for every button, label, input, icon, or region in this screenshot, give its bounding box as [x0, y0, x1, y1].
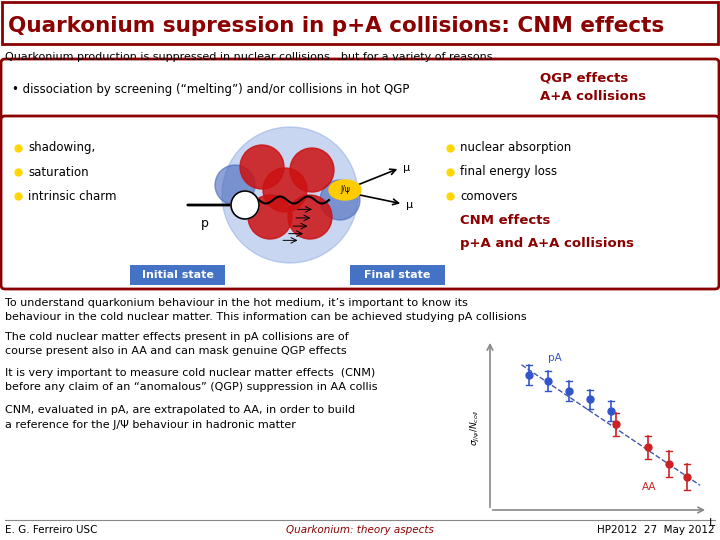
Circle shape [288, 195, 332, 239]
Text: a reference for the J/Ψ behaviour in hadronic matter: a reference for the J/Ψ behaviour in had… [5, 420, 296, 429]
Text: Quarkonium production is suppressed in nuclear collisions…but for a variety of r: Quarkonium production is suppressed in n… [5, 52, 492, 62]
FancyBboxPatch shape [350, 265, 445, 285]
Circle shape [222, 127, 358, 263]
Circle shape [248, 195, 292, 239]
Text: AA: AA [642, 482, 657, 492]
Text: Initial state: Initial state [142, 270, 213, 280]
FancyBboxPatch shape [1, 116, 719, 289]
Text: Quarkonium: theory aspects: Quarkonium: theory aspects [286, 525, 434, 535]
Circle shape [263, 168, 307, 212]
Text: nuclear absorption: nuclear absorption [460, 141, 571, 154]
Text: CNM, evaluated in pA, are extrapolated to AA, in order to build: CNM, evaluated in pA, are extrapolated t… [5, 405, 355, 415]
Circle shape [240, 145, 284, 189]
Circle shape [231, 191, 259, 219]
Text: J/ψ: J/ψ [340, 186, 350, 194]
Text: QGP effects: QGP effects [540, 71, 629, 84]
Ellipse shape [329, 180, 361, 200]
Text: Final state: Final state [364, 270, 431, 280]
Text: final energy loss: final energy loss [460, 165, 557, 179]
Text: L: L [709, 518, 715, 528]
Text: shadowing,: shadowing, [28, 141, 95, 154]
Text: saturation: saturation [28, 165, 89, 179]
Text: p+A and A+A collisions: p+A and A+A collisions [460, 238, 634, 251]
Text: comovers: comovers [460, 190, 518, 202]
Text: HP2012  27  May 2012: HP2012 27 May 2012 [598, 525, 715, 535]
Text: The cold nuclear matter effects present in pA collisions are of: The cold nuclear matter effects present … [5, 332, 348, 342]
Circle shape [215, 165, 255, 205]
Text: μ: μ [406, 200, 413, 210]
Text: μ: μ [403, 163, 410, 173]
Text: behaviour in the cold nuclear matter. This information can be achieved studying : behaviour in the cold nuclear matter. Th… [5, 313, 526, 322]
Text: before any claim of an “anomalous” (QGP) suppression in AA collis: before any claim of an “anomalous” (QGP)… [5, 382, 377, 393]
Text: A+A collisions: A+A collisions [540, 90, 646, 103]
Text: It is very important to measure cold nuclear matter effects  (CNM): It is very important to measure cold nuc… [5, 368, 375, 378]
Text: pA: pA [548, 353, 562, 363]
FancyBboxPatch shape [130, 265, 225, 285]
Text: $\sigma_{J/\psi}/N_{coll}$: $\sigma_{J/\psi}/N_{coll}$ [469, 409, 482, 446]
Text: Quarkonium supression in p+A collisions: CNM effects: Quarkonium supression in p+A collisions:… [8, 16, 665, 36]
Text: course present also in AA and can mask genuine QGP effects: course present also in AA and can mask g… [5, 347, 346, 356]
Circle shape [290, 148, 334, 192]
FancyBboxPatch shape [1, 59, 719, 119]
Text: E. G. Ferreiro USC: E. G. Ferreiro USC [5, 525, 97, 535]
FancyBboxPatch shape [2, 2, 718, 44]
Text: p: p [201, 217, 209, 230]
Text: To understand quarkonium behaviour in the hot medium, it’s important to know its: To understand quarkonium behaviour in th… [5, 298, 468, 308]
Circle shape [320, 180, 360, 220]
Text: intrinsic charm: intrinsic charm [28, 190, 117, 202]
Text: • dissociation by screening (“melting”) and/or collisions in hot QGP: • dissociation by screening (“melting”) … [12, 84, 410, 97]
Text: CNM effects: CNM effects [460, 213, 550, 226]
